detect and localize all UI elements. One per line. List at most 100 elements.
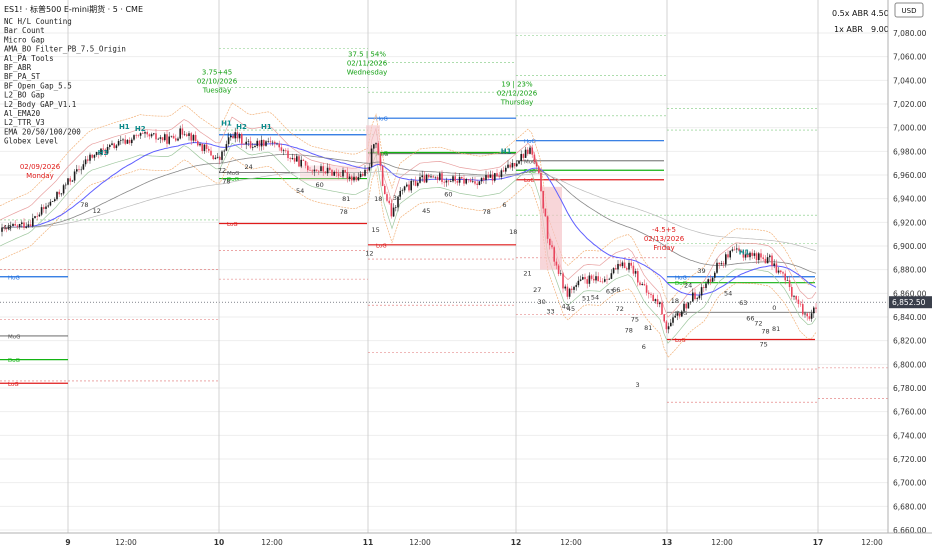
candle-body — [513, 163, 516, 167]
bar-count-label: H2 — [135, 125, 146, 133]
abr-full-label: 1x ABR — [834, 25, 863, 34]
session-date: 02/09/2026 — [20, 163, 61, 171]
candle-body — [403, 186, 406, 191]
indicator-name: BF_PA_ST — [4, 72, 41, 81]
candle-body — [665, 321, 668, 330]
bar-count-label: H2 — [236, 123, 247, 131]
indicator-legend: ES1! · 标普500 E-mini期货 · 5 · CME NC H/L C… — [4, 4, 143, 146]
candle-body — [331, 169, 333, 176]
candle-body — [509, 164, 511, 168]
candle-body — [608, 278, 610, 280]
bar-count-label: 81 — [772, 325, 780, 333]
candle-body — [520, 153, 522, 161]
candle-body — [199, 143, 201, 146]
candle-body — [511, 163, 514, 168]
indicator-name: Micro Gap — [4, 35, 45, 44]
price-tick-label: 7,020.00 — [893, 100, 927, 109]
candle-body — [241, 134, 243, 144]
candle-body — [606, 279, 608, 280]
candle-body — [225, 144, 228, 151]
ema-lines — [2, 141, 817, 296]
time-axis-bg — [0, 533, 932, 550]
candle-body — [340, 176, 342, 177]
candle-body — [755, 253, 758, 261]
price-axis[interactable]: USD 7,080.00 7,060.00 7,040.00 7,020.00 7,00… — [887, 0, 932, 550]
indicator-name: L2_Body GAP_V1.1 — [4, 100, 76, 109]
candle-body — [148, 134, 151, 137]
candle-body — [65, 184, 67, 186]
candle-body — [623, 262, 626, 269]
candle-body — [221, 151, 223, 160]
candle-body — [450, 181, 452, 182]
candle-body — [381, 165, 384, 186]
candle-body — [245, 141, 247, 145]
candle-body — [122, 139, 124, 141]
candle-body — [296, 156, 298, 162]
candle-body — [804, 313, 806, 315]
candle-body — [161, 137, 164, 141]
candle-body — [656, 299, 659, 305]
candle-body — [67, 178, 69, 185]
candle-body — [95, 152, 98, 155]
candle-body — [293, 158, 296, 162]
time-axis[interactable]: 9 12:00 10 12:00 11 12:00 12 12:00 13 12:00 17 12:0… — [0, 532, 932, 550]
bar-count-label: H1 — [261, 123, 272, 131]
candle-body — [531, 147, 533, 155]
candle-body — [51, 201, 54, 202]
currency-button[interactable] — [894, 2, 924, 18]
candle-body — [133, 135, 135, 140]
candle-body — [197, 141, 199, 146]
candle-body — [326, 167, 329, 174]
session-date: 02/13/2026 — [644, 235, 685, 243]
abr-half-value: 4.50 — [871, 9, 889, 18]
candle-body — [313, 169, 316, 172]
candle-body — [49, 201, 52, 206]
time-tick-label: 12:00 — [261, 538, 283, 547]
candle-body — [170, 135, 173, 137]
ttr-band — [0, 102, 817, 304]
candle-body — [725, 254, 727, 265]
candle-body — [183, 134, 186, 135]
candle-body — [480, 177, 483, 182]
time-tick-label: 12:00 — [409, 538, 431, 547]
candle-body — [5, 227, 8, 229]
level-label-dog: DoG — [376, 151, 388, 157]
candle-body — [388, 200, 390, 204]
candle-body — [478, 181, 481, 185]
price-tick-label: 6,820.00 — [893, 337, 927, 346]
bar-count-label: 63 — [739, 299, 747, 307]
candle-body — [674, 315, 676, 318]
candle-body — [214, 157, 217, 160]
candle-body — [203, 144, 206, 152]
candle-body — [645, 285, 648, 293]
candle-body — [153, 133, 155, 135]
bar-count-label: 39 — [697, 267, 705, 275]
candle-body — [491, 174, 494, 181]
candle-body — [243, 143, 245, 145]
level-label-hog: HoG — [8, 275, 20, 281]
candle-body — [166, 134, 168, 144]
candle-body — [648, 292, 650, 294]
price-tick-label: 6,660.00 — [893, 526, 927, 535]
candle-body — [263, 139, 265, 146]
candle-body — [322, 166, 324, 172]
candle-body — [137, 135, 140, 136]
candle-body — [571, 288, 573, 290]
level-label-dog: DoG — [675, 281, 687, 287]
level-label-mog: MoG — [8, 334, 20, 340]
candle-body — [29, 224, 32, 227]
candle-body — [610, 273, 613, 279]
candle-body — [205, 144, 208, 149]
chart-title[interactable]: ES1! · 标普500 E-mini期货 · 5 · CME — [4, 4, 143, 14]
candle-body — [84, 159, 87, 165]
abr-half-label: 0.5x ABR — [832, 9, 869, 18]
time-tick-label: 12:00 — [115, 538, 137, 547]
candle-body — [399, 190, 401, 197]
candle-body — [155, 133, 157, 140]
candle-body — [562, 273, 564, 289]
candle-body — [628, 262, 630, 270]
candle-body — [588, 275, 591, 284]
candle-body — [553, 247, 555, 262]
